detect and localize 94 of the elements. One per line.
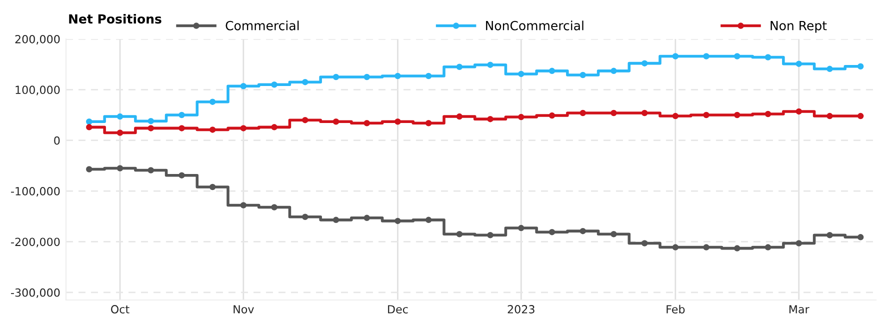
point — [178, 112, 185, 118]
point — [364, 214, 370, 222]
point — [425, 72, 432, 80]
point — [826, 66, 833, 72]
point — [703, 244, 710, 250]
y-tick-label: -300,000 — [11, 288, 60, 298]
point — [796, 108, 802, 115]
point — [209, 184, 216, 190]
point — [240, 202, 247, 208]
point — [548, 228, 556, 236]
point — [332, 74, 340, 80]
point — [148, 167, 154, 174]
point — [641, 240, 648, 246]
point — [703, 53, 710, 60]
y-tick-label: 200,000 — [15, 34, 60, 45]
point — [610, 230, 617, 238]
point — [148, 118, 154, 124]
point — [271, 124, 278, 130]
point — [826, 112, 833, 120]
y-tick-label: -200,000 — [11, 238, 60, 248]
point — [826, 232, 833, 238]
point — [857, 112, 864, 120]
point — [425, 120, 432, 126]
point — [116, 130, 124, 136]
point — [271, 81, 278, 88]
point — [209, 126, 216, 133]
y-tick-label: 100,000 — [16, 86, 60, 96]
point — [86, 118, 92, 125]
point — [394, 118, 401, 125]
point — [487, 116, 494, 122]
point — [240, 125, 247, 132]
point — [734, 112, 740, 118]
point — [178, 172, 185, 178]
point — [302, 214, 308, 220]
legend-label: Non Rept — [770, 21, 827, 33]
point — [332, 216, 340, 224]
point — [641, 60, 648, 66]
point — [178, 125, 185, 132]
point — [764, 110, 772, 118]
point — [518, 224, 524, 232]
x-tick-label: 2023 — [508, 305, 534, 314]
point — [302, 78, 308, 86]
point — [271, 204, 278, 210]
point — [764, 54, 772, 60]
point — [302, 116, 308, 124]
point — [734, 53, 740, 60]
point — [116, 165, 124, 172]
point — [364, 120, 370, 126]
x-tick-label: Nov — [234, 305, 254, 314]
point — [734, 245, 740, 252]
point — [703, 112, 710, 118]
point — [672, 112, 679, 120]
point — [148, 125, 154, 132]
x-tick-label: Oct — [111, 305, 130, 314]
legend-label: NonCommercial — [486, 20, 584, 30]
point — [116, 113, 124, 120]
x-tick-label: Dec — [388, 305, 408, 314]
point — [364, 74, 370, 80]
point — [796, 60, 802, 67]
y-tick-label: -100,000 — [11, 187, 60, 197]
point — [456, 64, 463, 70]
point — [580, 72, 586, 78]
y-tick-label: 0 — [54, 136, 60, 145]
x-tick-label: Mar — [789, 305, 810, 314]
point — [548, 68, 556, 74]
point — [857, 63, 864, 70]
point — [240, 83, 247, 90]
point — [796, 240, 802, 246]
x-tick-label: Feb — [666, 304, 685, 314]
point — [518, 114, 524, 120]
legend-title: Net Positions — [69, 14, 162, 24]
point — [857, 234, 864, 240]
point — [487, 62, 494, 68]
point — [672, 53, 679, 60]
point — [487, 232, 494, 238]
point — [548, 112, 556, 119]
point — [394, 72, 401, 80]
point — [518, 70, 524, 78]
point — [394, 218, 401, 224]
point — [641, 110, 648, 116]
point — [610, 68, 617, 74]
point — [86, 166, 92, 172]
legend-label: Commercial — [226, 20, 299, 30]
point — [332, 118, 340, 125]
point — [672, 244, 679, 250]
point — [610, 110, 617, 116]
point — [456, 113, 463, 120]
point — [764, 244, 772, 250]
point — [456, 230, 463, 238]
point — [580, 228, 586, 234]
point — [425, 216, 432, 224]
point — [209, 98, 216, 105]
point — [86, 124, 92, 130]
point — [580, 110, 586, 116]
